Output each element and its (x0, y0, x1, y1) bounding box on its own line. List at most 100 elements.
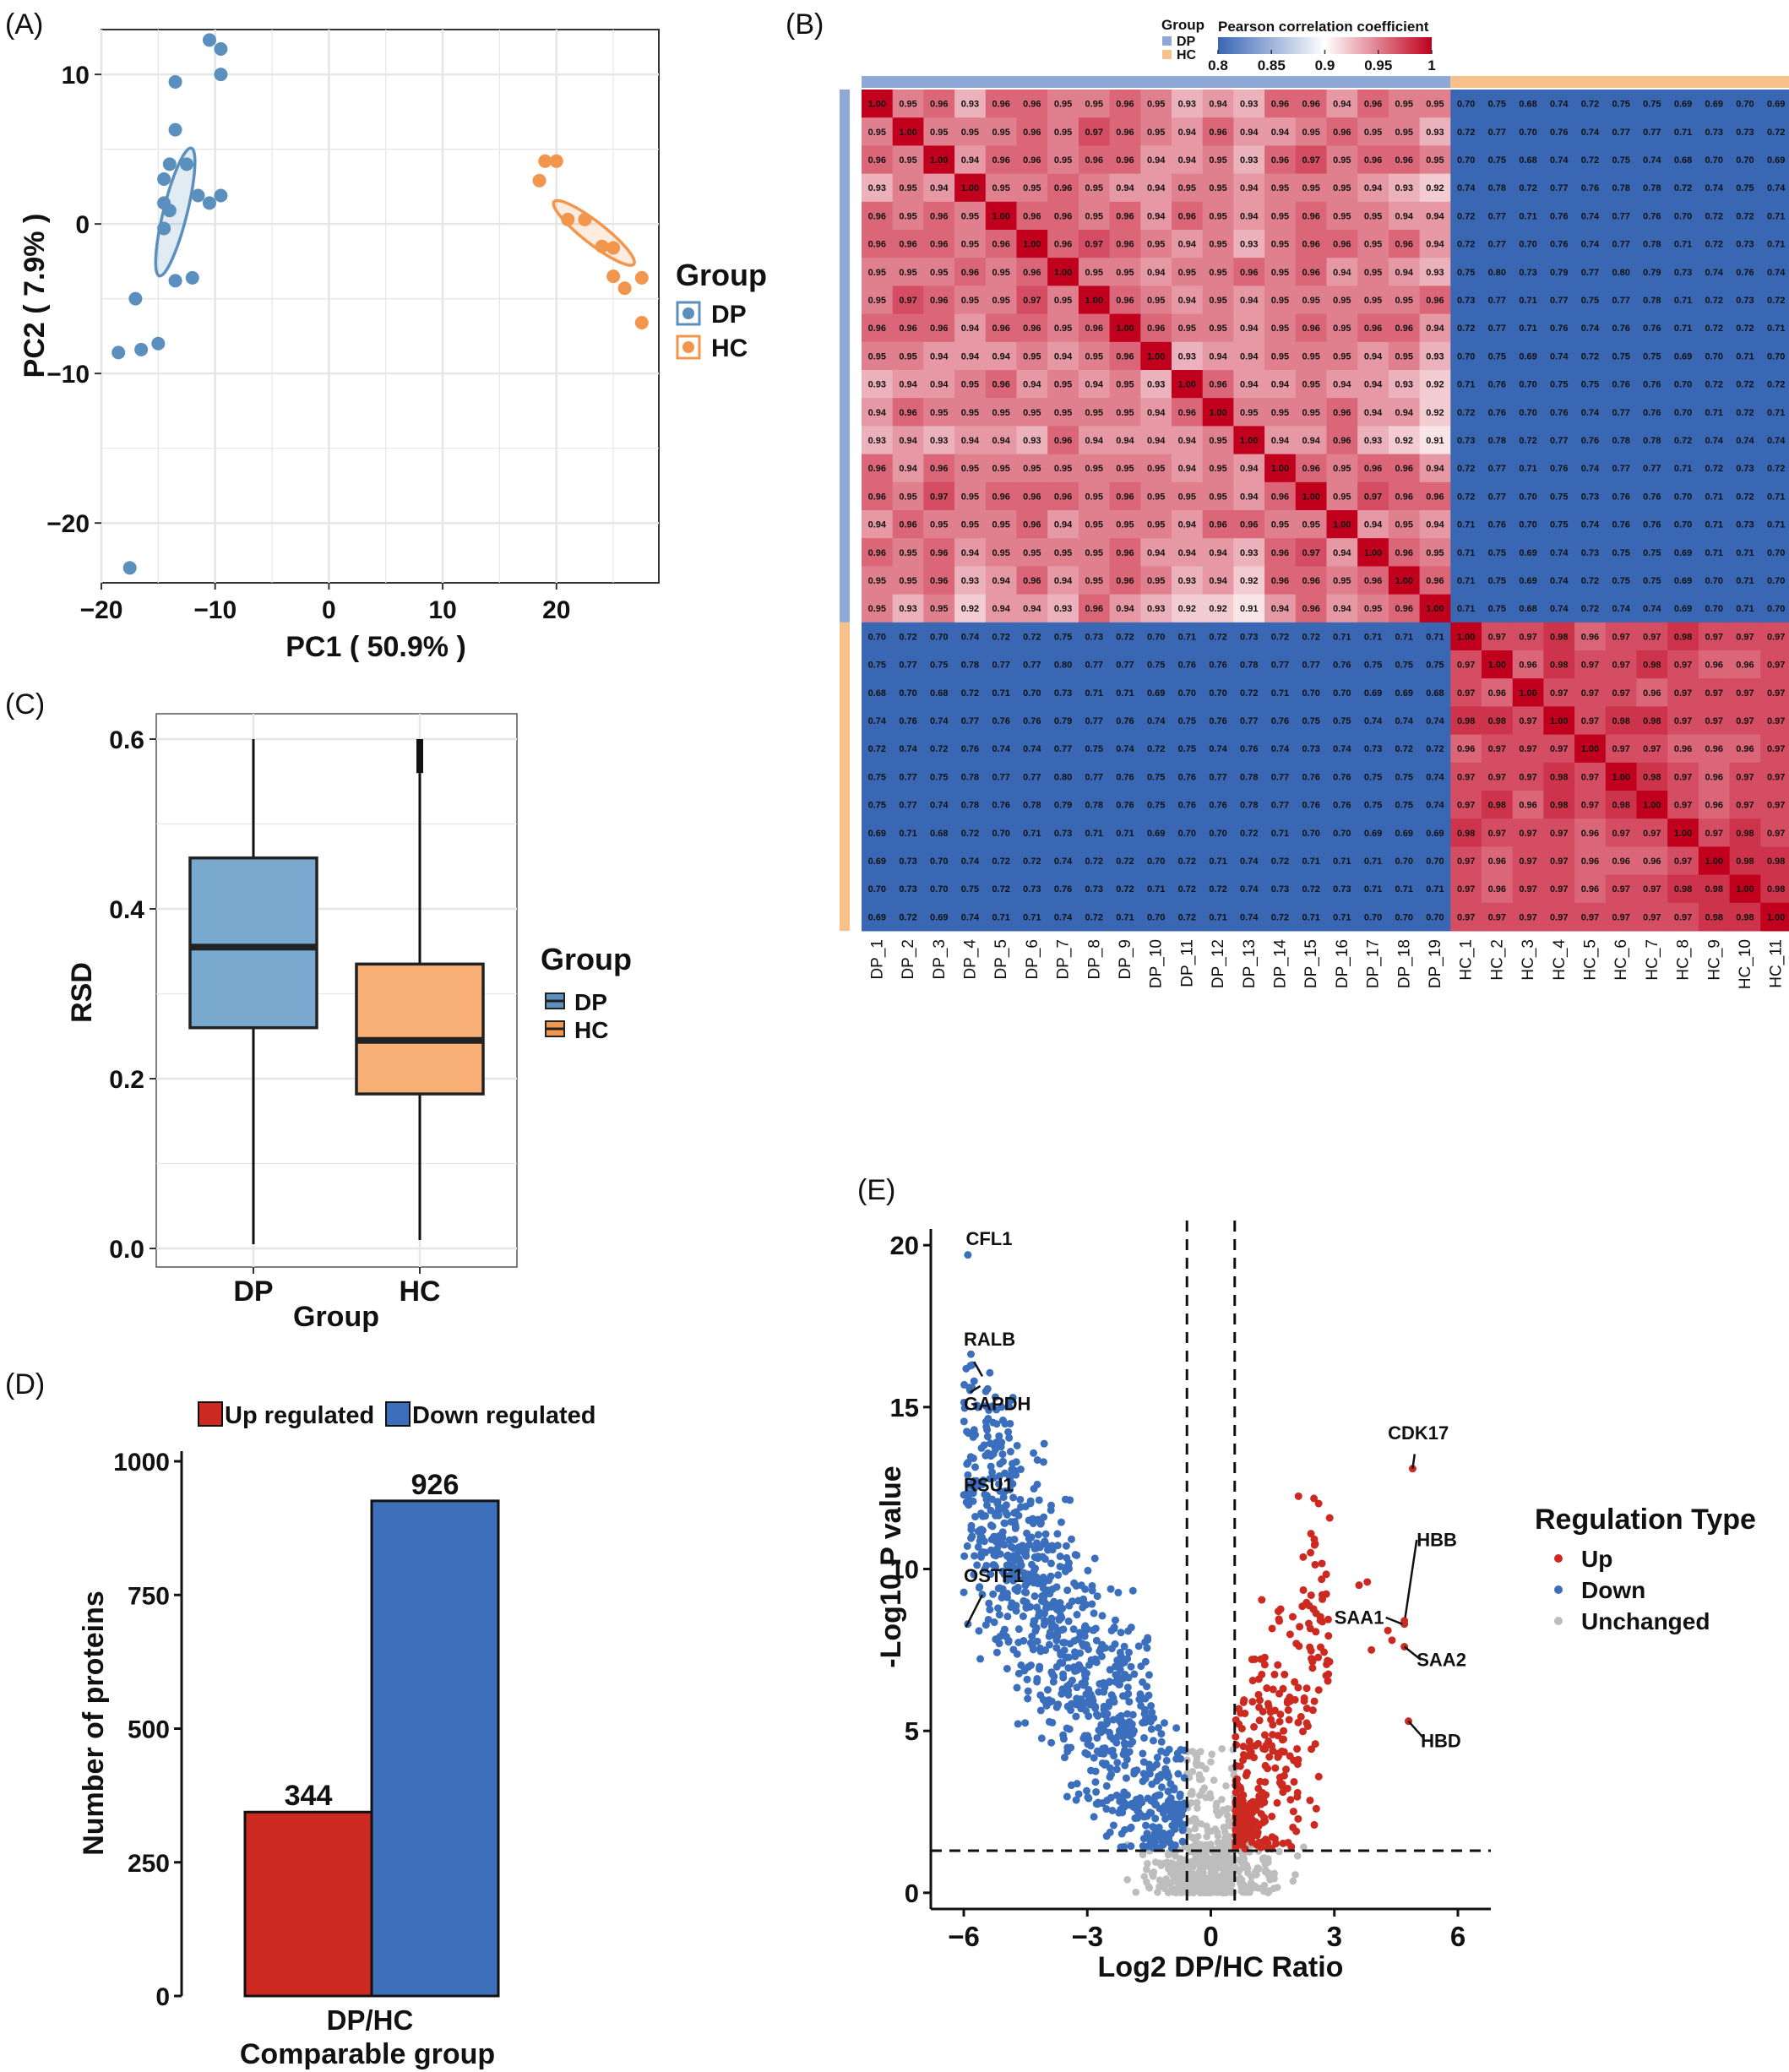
heatmap-cell (1202, 145, 1234, 175)
point-down (1042, 1541, 1051, 1549)
heatmap-cell (1574, 286, 1607, 315)
heatmap-cell (1202, 510, 1234, 539)
point-hc (595, 239, 609, 253)
heatmap-cell (1636, 117, 1668, 146)
point-down (1119, 1792, 1128, 1800)
cell-value: 0.94 (1271, 128, 1290, 138)
group-legend-key-hc (1162, 50, 1172, 59)
heatmap-cell (1078, 201, 1111, 231)
group-legend-dp: DP (1177, 35, 1196, 49)
heatmap-cell (1357, 622, 1389, 651)
cell-value: 0.97 (1457, 772, 1475, 782)
cell-value: 0.94 (1209, 548, 1227, 558)
point-unchanged (1218, 1839, 1226, 1847)
heatmap-cell (862, 846, 894, 876)
heatmap-cell (1512, 734, 1544, 764)
point-unchanged (1206, 1840, 1215, 1848)
cell-value: 0.74 (1426, 716, 1444, 726)
heatmap-cell (1543, 145, 1575, 175)
heatmap-cell (1172, 230, 1204, 258)
heatmap-cell (954, 538, 987, 567)
heatmap-cell (1264, 650, 1297, 679)
cell-value: 0.94 (1426, 520, 1444, 530)
point-down (1064, 1617, 1073, 1625)
point-down (1111, 1616, 1119, 1624)
cell-value: 0.71 (1705, 548, 1723, 558)
point-down (1112, 1765, 1121, 1774)
cell-value: 0.75 (1550, 380, 1568, 390)
heatmap-cell (1667, 398, 1699, 427)
cell-value: 0.94 (1178, 155, 1197, 166)
heatmap-cell (1760, 818, 1789, 847)
cell-value: 0.73 (1581, 548, 1599, 558)
cell-value: 0.94 (961, 155, 980, 166)
point-down (1030, 1485, 1038, 1493)
y-tick-label: 0.6 (109, 726, 144, 754)
point-up (1306, 1796, 1314, 1804)
heatmap-cell (1109, 538, 1141, 567)
cell-value: 0.95 (1395, 128, 1413, 138)
heatmap-cell (1140, 201, 1172, 231)
cell-value: 0.75 (930, 661, 948, 671)
x-tick-label: −6 (948, 1921, 980, 1952)
heatmap-cell (1357, 426, 1389, 455)
point-down (1073, 1551, 1081, 1559)
heatmap-cell (1172, 706, 1204, 736)
heatmap-cell (1636, 481, 1668, 511)
legend-dot (1554, 1554, 1563, 1563)
cell-value: 0.96 (1023, 324, 1041, 334)
point-down (1147, 1808, 1156, 1817)
cell-value: 0.77 (1023, 661, 1041, 671)
heatmap-cell (1233, 481, 1265, 511)
cell-value: 0.78 (1612, 436, 1629, 446)
heatmap-cell (1419, 622, 1451, 651)
heatmap-cell (1264, 230, 1297, 258)
point-unchanged (1221, 1881, 1229, 1890)
heatmap-cell (1388, 791, 1421, 819)
point-down (987, 1521, 995, 1530)
heatmap-cell (1760, 398, 1789, 427)
heatmap-cell (1264, 398, 1297, 427)
heatmap-cell (1140, 538, 1172, 567)
heatmap-cell (1016, 481, 1048, 511)
cell-value: 0.76 (1550, 240, 1568, 250)
point-down (1145, 1770, 1154, 1778)
point-unchanged (1213, 1799, 1221, 1808)
annotated-point (964, 1471, 972, 1479)
cell-value: 0.97 (1519, 829, 1536, 839)
point-unchanged (1175, 1863, 1183, 1872)
panel-b-correlation-heatmap: (B)1.00 0.95 0.96 0.93 0.96 0.96 0.95 0.95 0.96 0… (786, 8, 1789, 989)
cell-value: 0.74 (961, 632, 980, 642)
annotation-leader (1403, 1645, 1422, 1661)
heatmap-cell (1172, 874, 1204, 904)
heatmap-cell (1357, 902, 1389, 932)
cell-value: 0.94 (1364, 408, 1383, 418)
y-tick-label: −10 (46, 361, 90, 389)
point-down (1010, 1466, 1019, 1475)
heatmap-cell (1450, 341, 1482, 371)
heatmap-cell (1543, 622, 1575, 651)
cell-value: 0.95 (1395, 520, 1413, 530)
cell-value: 0.71 (1457, 520, 1475, 530)
point-down (1090, 1813, 1098, 1821)
heatmap-cell (1512, 313, 1544, 343)
annotated-point (964, 1251, 972, 1259)
point-down (1016, 1503, 1025, 1511)
cell-value: 0.95 (1116, 520, 1134, 530)
cell-value: 0.76 (1333, 661, 1351, 671)
heatmap-cell (1016, 650, 1048, 679)
y-tick-label: −20 (46, 510, 90, 538)
heatmap-cell (1574, 734, 1607, 764)
heatmap-cell (1357, 678, 1389, 707)
heatmap-cell (1419, 426, 1451, 455)
heatmap-cell (1574, 566, 1607, 595)
heatmap-cell (1109, 481, 1141, 511)
point-down (960, 1552, 969, 1560)
heatmap-cell (1233, 173, 1265, 203)
cell-value: 0.94 (1240, 296, 1259, 306)
cell-value: 0.77 (899, 772, 916, 782)
heatmap-cell (954, 117, 987, 146)
heatmap-cell (1729, 173, 1761, 203)
cell-value: 0.71 (1302, 912, 1319, 922)
point-up (1245, 1737, 1253, 1745)
